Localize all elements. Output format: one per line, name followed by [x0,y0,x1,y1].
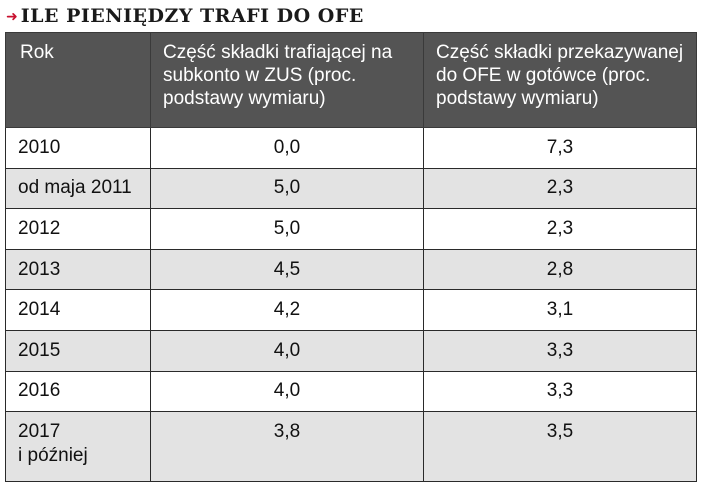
cell-ofe: 3,3 [423,370,697,413]
arrow-right-icon: ➜ [6,8,18,24]
table-row: 2010 0,0 7,3 [5,127,697,169]
table-row: 2016 4,0 3,3 [5,370,697,413]
cell-ofe: 7,3 [423,127,697,169]
page-title: ➜ ILE PIENIĘDZY TRAFI DO OFE [6,3,364,29]
table-row: od maja 2011 5,0 2,3 [5,167,697,210]
cell-ofe: 2,3 [423,208,697,250]
cell-zus: 0,0 [150,127,424,169]
cell-zus: 4,0 [150,329,424,372]
header-zus: Część składki trafiającej na subkonto w … [150,32,424,128]
table-row: 2014 4,2 3,1 [5,289,697,331]
cell-rok: 2016 [5,370,151,413]
cell-rok: 2012 [5,208,151,250]
cell-ofe: 2,8 [423,248,697,291]
cell-ofe: 3,5 [423,411,697,482]
cell-rok: 2017 i później [5,411,151,482]
cell-rok: od maja 2011 [5,167,151,210]
cell-zus: 4,5 [150,248,424,291]
cell-ofe: 3,3 [423,329,697,372]
cell-rok: 2013 [5,248,151,291]
table-row: 2015 4,0 3,3 [5,329,697,372]
cell-rok: 2014 [5,289,151,331]
cell-ofe: 3,1 [423,289,697,331]
cell-rok: 2015 [5,329,151,372]
cell-zus: 5,0 [150,167,424,210]
title-text: ILE PIENIĘDZY TRAFI DO OFE [20,5,364,27]
header-ofe: Część składki przekazywanej do OFE w got… [423,32,697,128]
header-rok: Rok [5,32,151,128]
table-row: 2012 5,0 2,3 [5,208,697,250]
table-row: 2017 i później 3,8 3,5 [5,411,697,482]
cell-zus: 4,0 [150,370,424,413]
cell-zus: 3,8 [150,411,424,482]
cell-ofe: 2,3 [423,167,697,210]
data-table: Rok Część składki trafiającej na subkont… [5,32,697,482]
cell-rok: 2010 [5,127,151,169]
table-row: 2013 4,5 2,8 [5,248,697,291]
cell-zus: 5,0 [150,208,424,250]
cell-zus: 4,2 [150,289,424,331]
table-header-row: Rok Część składki trafiającej na subkont… [5,32,697,128]
